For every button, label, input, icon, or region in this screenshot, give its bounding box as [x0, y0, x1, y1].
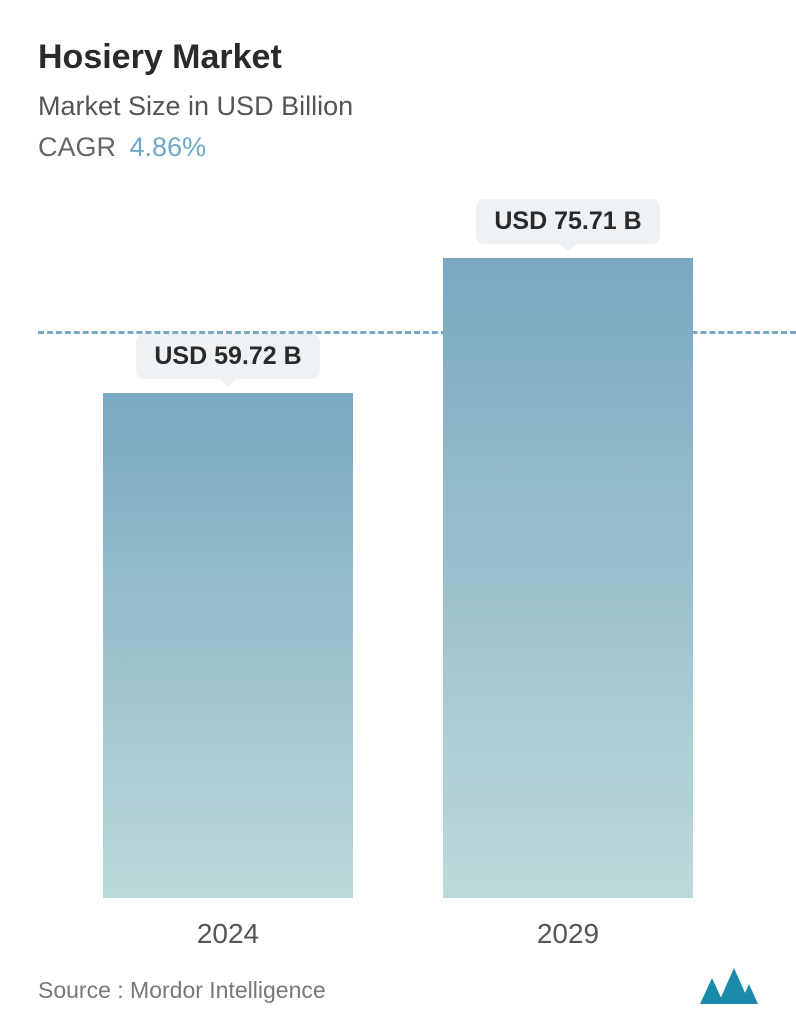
cagr-label: CAGR: [38, 132, 116, 162]
source-text: Source : Mordor Intelligence: [38, 977, 326, 1004]
chart-title: Hosiery Market: [38, 38, 758, 77]
bar-group: USD 59.72 B: [103, 334, 353, 898]
brand-logo-icon: [700, 968, 758, 1004]
x-axis-label: 2029: [443, 918, 693, 950]
bar-group: USD 75.71 B: [443, 199, 693, 898]
cagr-value: 4.86%: [130, 132, 207, 162]
cagr-row: CAGR 4.86%: [38, 132, 758, 163]
chart-subtitle: Market Size in USD Billion: [38, 91, 758, 122]
chart-area: USD 59.72 BUSD 75.71 B 20242029: [38, 193, 758, 950]
bar: [103, 393, 353, 898]
x-axis-labels: 2024 2029: [38, 918, 758, 950]
bars-container: USD 59.72 BUSD 75.71 B: [38, 258, 758, 898]
bar: [443, 258, 693, 898]
chart-header: Hosiery Market Market Size in USD Billio…: [38, 38, 758, 163]
x-axis-label: 2024: [103, 918, 353, 950]
chart-footer: Source : Mordor Intelligence: [38, 950, 758, 1004]
bar-value-label: USD 59.72 B: [136, 334, 319, 379]
bar-value-label: USD 75.71 B: [476, 199, 659, 244]
